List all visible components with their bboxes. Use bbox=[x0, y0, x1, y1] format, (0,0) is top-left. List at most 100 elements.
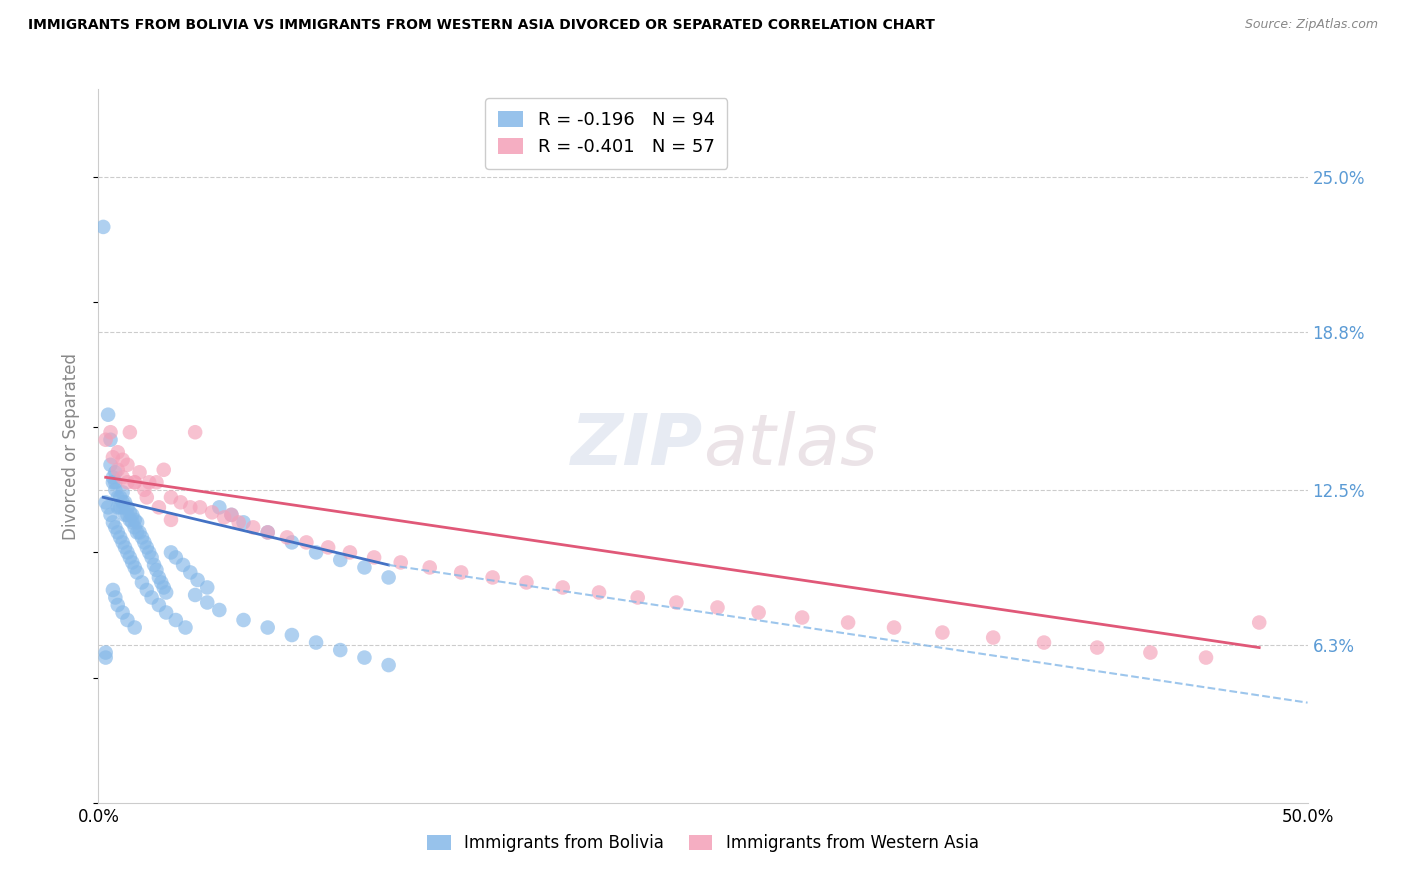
Point bbox=[94, 650, 117, 665]
Point bbox=[141, 591, 163, 605]
Point bbox=[148, 500, 170, 515]
Point bbox=[111, 485, 134, 500]
Point bbox=[195, 595, 218, 609]
Point bbox=[141, 550, 163, 565]
Point bbox=[101, 470, 124, 484]
Point bbox=[127, 525, 149, 540]
Point bbox=[339, 545, 361, 559]
Point bbox=[111, 606, 134, 620]
Point bbox=[242, 520, 264, 534]
Point bbox=[135, 582, 157, 597]
Point bbox=[117, 458, 139, 472]
Point bbox=[389, 556, 412, 570]
Point bbox=[232, 516, 254, 530]
Point bbox=[104, 475, 127, 490]
Point bbox=[107, 500, 129, 515]
Point bbox=[124, 513, 146, 527]
Point bbox=[128, 525, 150, 540]
Point bbox=[97, 408, 120, 422]
Point bbox=[134, 535, 156, 549]
Point bbox=[111, 535, 134, 549]
Point bbox=[221, 508, 243, 522]
Point bbox=[232, 613, 254, 627]
Point bbox=[208, 603, 231, 617]
Point bbox=[1139, 646, 1161, 660]
Text: Source: ZipAtlas.com: Source: ZipAtlas.com bbox=[1244, 18, 1378, 31]
Point bbox=[145, 563, 167, 577]
Point bbox=[97, 500, 120, 515]
Point bbox=[111, 470, 134, 484]
Point bbox=[179, 566, 201, 580]
Point bbox=[228, 516, 250, 530]
Point bbox=[131, 575, 153, 590]
Point bbox=[107, 463, 129, 477]
Point bbox=[148, 570, 170, 584]
Point bbox=[108, 491, 131, 505]
Point bbox=[108, 530, 131, 544]
Point bbox=[111, 500, 134, 515]
Point bbox=[748, 606, 770, 620]
Point bbox=[195, 581, 218, 595]
Point bbox=[160, 491, 183, 505]
Point bbox=[117, 545, 139, 559]
Text: ZIP: ZIP bbox=[571, 411, 703, 481]
Point bbox=[134, 483, 156, 497]
Point bbox=[104, 465, 127, 479]
Point bbox=[118, 513, 141, 527]
Point bbox=[353, 560, 375, 574]
Text: atlas: atlas bbox=[703, 411, 877, 481]
Point bbox=[169, 495, 191, 509]
Point bbox=[837, 615, 859, 630]
Point bbox=[281, 628, 304, 642]
Point bbox=[121, 556, 143, 570]
Point bbox=[94, 495, 117, 509]
Point bbox=[117, 508, 139, 522]
Point bbox=[101, 516, 124, 530]
Point bbox=[124, 520, 146, 534]
Point bbox=[377, 658, 399, 673]
Point bbox=[329, 643, 352, 657]
Point bbox=[160, 545, 183, 559]
Point bbox=[150, 575, 173, 590]
Point bbox=[329, 553, 352, 567]
Point bbox=[665, 595, 688, 609]
Point bbox=[305, 545, 328, 559]
Point bbox=[100, 508, 122, 522]
Point bbox=[883, 621, 905, 635]
Point bbox=[100, 425, 122, 440]
Point bbox=[208, 500, 231, 515]
Point bbox=[172, 558, 194, 572]
Point bbox=[305, 635, 328, 649]
Point bbox=[107, 445, 129, 459]
Point bbox=[152, 463, 174, 477]
Point bbox=[706, 600, 728, 615]
Point bbox=[107, 491, 129, 505]
Point bbox=[101, 450, 124, 465]
Point bbox=[212, 510, 235, 524]
Point bbox=[165, 550, 187, 565]
Point bbox=[118, 550, 141, 565]
Point bbox=[551, 581, 574, 595]
Point bbox=[111, 452, 134, 467]
Point bbox=[124, 621, 146, 635]
Point bbox=[353, 650, 375, 665]
Point bbox=[135, 541, 157, 555]
Point bbox=[124, 475, 146, 490]
Point bbox=[117, 500, 139, 515]
Point bbox=[104, 520, 127, 534]
Point bbox=[450, 566, 472, 580]
Point bbox=[201, 505, 224, 519]
Point bbox=[221, 508, 243, 522]
Point bbox=[114, 541, 136, 555]
Point bbox=[104, 591, 127, 605]
Point bbox=[155, 606, 177, 620]
Point bbox=[295, 535, 318, 549]
Point bbox=[138, 545, 160, 559]
Point bbox=[160, 513, 183, 527]
Point bbox=[256, 525, 278, 540]
Point bbox=[179, 500, 201, 515]
Point bbox=[1195, 650, 1218, 665]
Point bbox=[94, 433, 117, 447]
Point bbox=[1033, 635, 1056, 649]
Point bbox=[515, 575, 537, 590]
